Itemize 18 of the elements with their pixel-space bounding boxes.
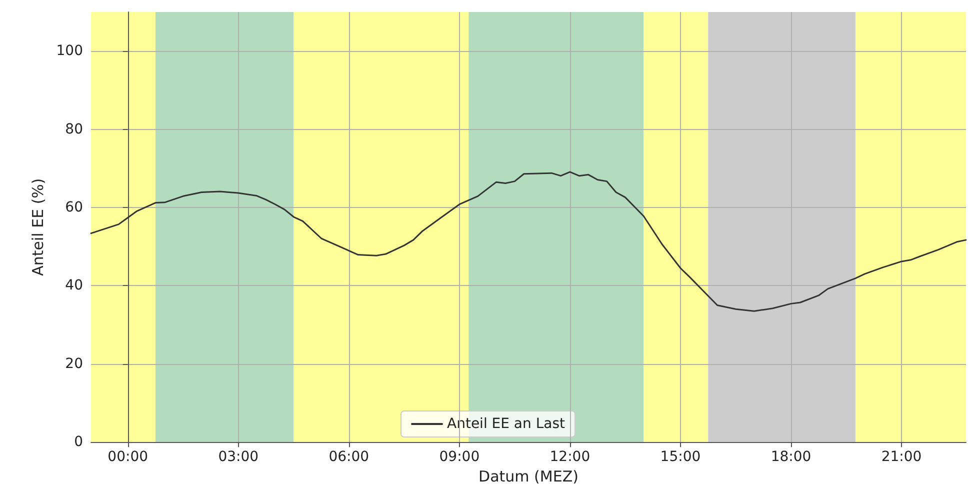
line-series: [90, 171, 967, 312]
y-tick-label: 40: [65, 278, 83, 294]
x-tick-label: 00:00: [108, 449, 148, 466]
x-tick-label: 21:00: [881, 449, 922, 466]
x-tick-label: 06:00: [328, 449, 370, 466]
x-tick-label: 15:00: [660, 449, 701, 466]
y-tick-label: 100: [56, 43, 83, 60]
x-tick-label: 03:00: [218, 449, 259, 466]
x-tick-label: 09:00: [439, 449, 480, 466]
y-tick-label: 60: [65, 200, 83, 216]
y-tick-label: 20: [65, 356, 83, 372]
y-tick-label: 80: [65, 121, 83, 138]
legend-label: Anteil EE an Last: [447, 416, 566, 432]
x-tick-label: 18:00: [770, 449, 812, 466]
y-tick-label: 0: [74, 434, 83, 450]
y-axis-title: Anteil EE (%): [28, 178, 47, 276]
x-axis-title: Datum (MEZ): [478, 468, 578, 486]
x-tick-label: 12:00: [550, 449, 590, 466]
